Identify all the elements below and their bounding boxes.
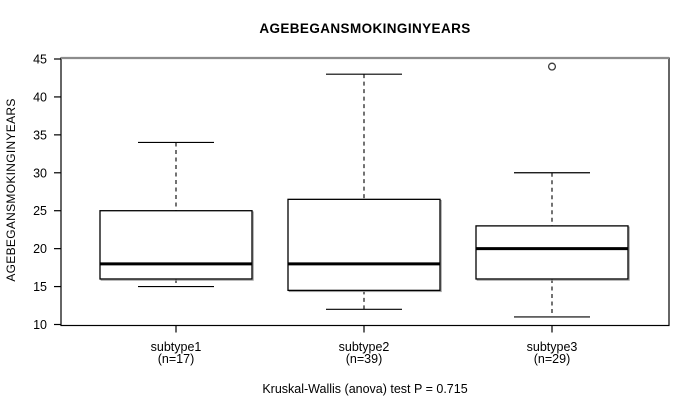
group-name: subtype1: [150, 340, 202, 354]
outlier-point: [547, 62, 557, 71]
y-tick-label: 25: [33, 204, 47, 218]
y-tick-label: 15: [33, 280, 47, 294]
y-tick-label: 10: [33, 318, 47, 332]
group-count: (n=29): [533, 351, 571, 366]
y-tick-label: 35: [33, 128, 47, 142]
group-name: subtype2: [338, 340, 390, 354]
y-tick-label: 40: [33, 90, 47, 104]
y-tick-label: 45: [33, 53, 47, 67]
group-name: subtype3: [526, 340, 578, 354]
chart-title: AGEBEGANSMOKINGINYEARS: [259, 21, 471, 36]
group-count: (n=17): [157, 351, 195, 366]
x-group-label-subtype3: subtype3 (n=29): [482, 340, 622, 366]
box-iqr: [475, 225, 629, 280]
box-iqr: [99, 210, 253, 280]
y-tick-label: 30: [33, 166, 47, 180]
caption: Kruskal-Wallis (anova) test P = 0.715: [262, 382, 468, 396]
y-tick-label: 20: [33, 242, 47, 256]
x-group-label-subtype2: subtype2 (n=39): [294, 340, 434, 366]
group-count: (n=39): [345, 351, 383, 366]
box-iqr: [287, 198, 441, 292]
x-group-label-subtype1: subtype1 (n=17): [106, 340, 246, 366]
